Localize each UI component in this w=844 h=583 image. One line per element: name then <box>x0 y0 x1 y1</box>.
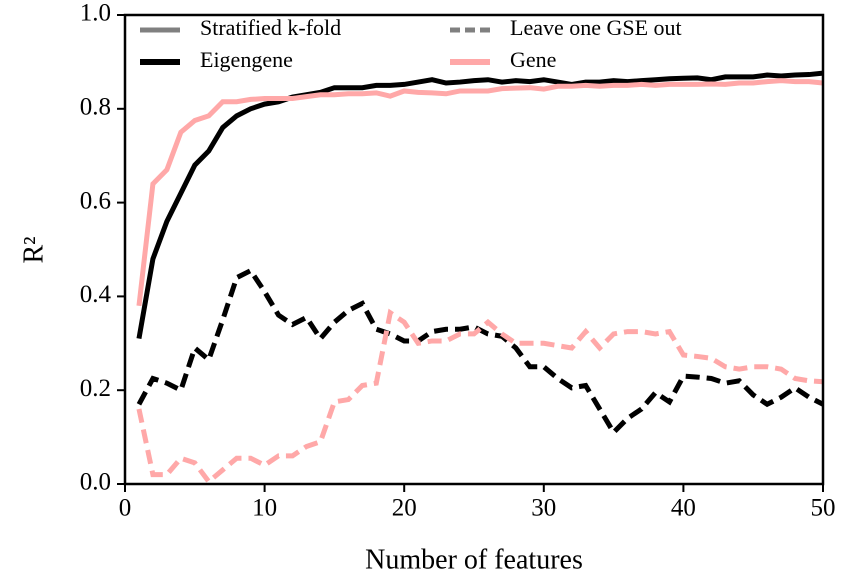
series-line <box>136 267 825 437</box>
series-line <box>136 308 824 486</box>
legend-label: Stratified k-fold <box>200 15 341 40</box>
x-axis-label: Number of features <box>365 544 583 575</box>
y-tick-label: 1.0 <box>80 0 111 27</box>
legend-label: Eigengene <box>200 47 293 72</box>
legend-label: Leave one GSE out <box>510 15 682 40</box>
series-line <box>136 70 824 340</box>
y-tick-label: 0.8 <box>80 94 111 121</box>
series-line <box>136 78 824 307</box>
y-tick-label: 0.6 <box>80 187 111 214</box>
x-tick-label: 50 <box>811 495 836 522</box>
legend-label: Gene <box>510 47 556 72</box>
x-tick-label: 30 <box>531 495 556 522</box>
x-tick-label: 10 <box>252 495 277 522</box>
y-tick-label: 0.4 <box>80 281 112 308</box>
x-tick-label: 20 <box>392 495 417 522</box>
y-tick-label: 0.2 <box>80 375 111 402</box>
y-tick-label: 0.0 <box>80 469 111 496</box>
x-tick-label: 40 <box>671 495 696 522</box>
x-tick-label: 0 <box>119 495 132 522</box>
y-axis-label: R² <box>18 236 49 263</box>
plot-frame <box>123 13 825 486</box>
